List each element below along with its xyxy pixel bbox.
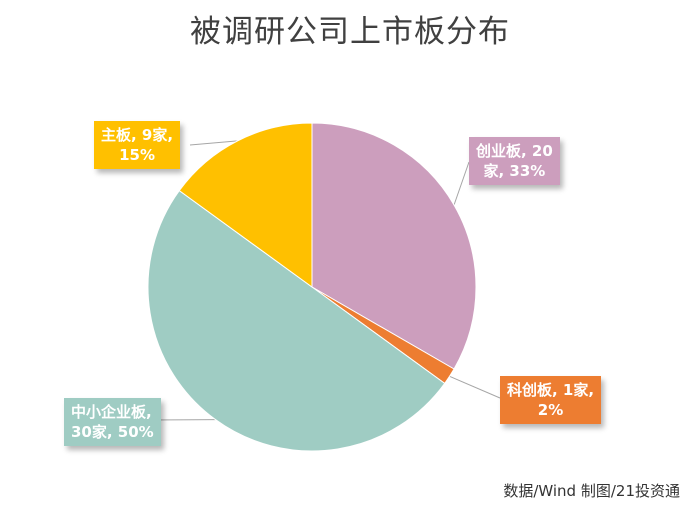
data-label-line: 30家, 50% bbox=[71, 423, 154, 441]
pie-slice-chuangyeban bbox=[311, 122, 477, 370]
data-label-zhuban: 主板, 9家, 15% bbox=[94, 121, 181, 169]
leader-line bbox=[453, 161, 470, 206]
leader-line bbox=[449, 375, 501, 399]
pie-slice-zhongxiaoqiyeban bbox=[147, 189, 446, 452]
data-label-line: 科创板, 1家, bbox=[507, 381, 595, 399]
data-label-line: 2% bbox=[537, 401, 564, 419]
data-label-zhongxiaoqiyeban: 中小企业板, 30家, 50% bbox=[64, 398, 161, 446]
data-label-chuangyeban: 创业板, 20 家, 33% bbox=[469, 137, 560, 185]
leader-line bbox=[189, 140, 238, 146]
data-label-line: 家, 33% bbox=[483, 162, 546, 180]
data-label-kechuangban: 科创板, 1家, 2% bbox=[500, 376, 602, 424]
data-label-line: 主板, 9家, bbox=[101, 126, 174, 144]
source-note: 数据/Wind 制图/21投资通 bbox=[503, 482, 680, 500]
data-label-line: 创业板, 20 bbox=[476, 142, 553, 160]
chart-title: 被调研公司上市板分布 bbox=[190, 14, 510, 50]
pie-slice-zhuban bbox=[178, 122, 313, 288]
data-label-line: 中小企业板, bbox=[71, 403, 152, 421]
data-label-line: 15% bbox=[119, 146, 155, 164]
leader-lines bbox=[149, 140, 501, 421]
pie-slices bbox=[147, 122, 477, 452]
